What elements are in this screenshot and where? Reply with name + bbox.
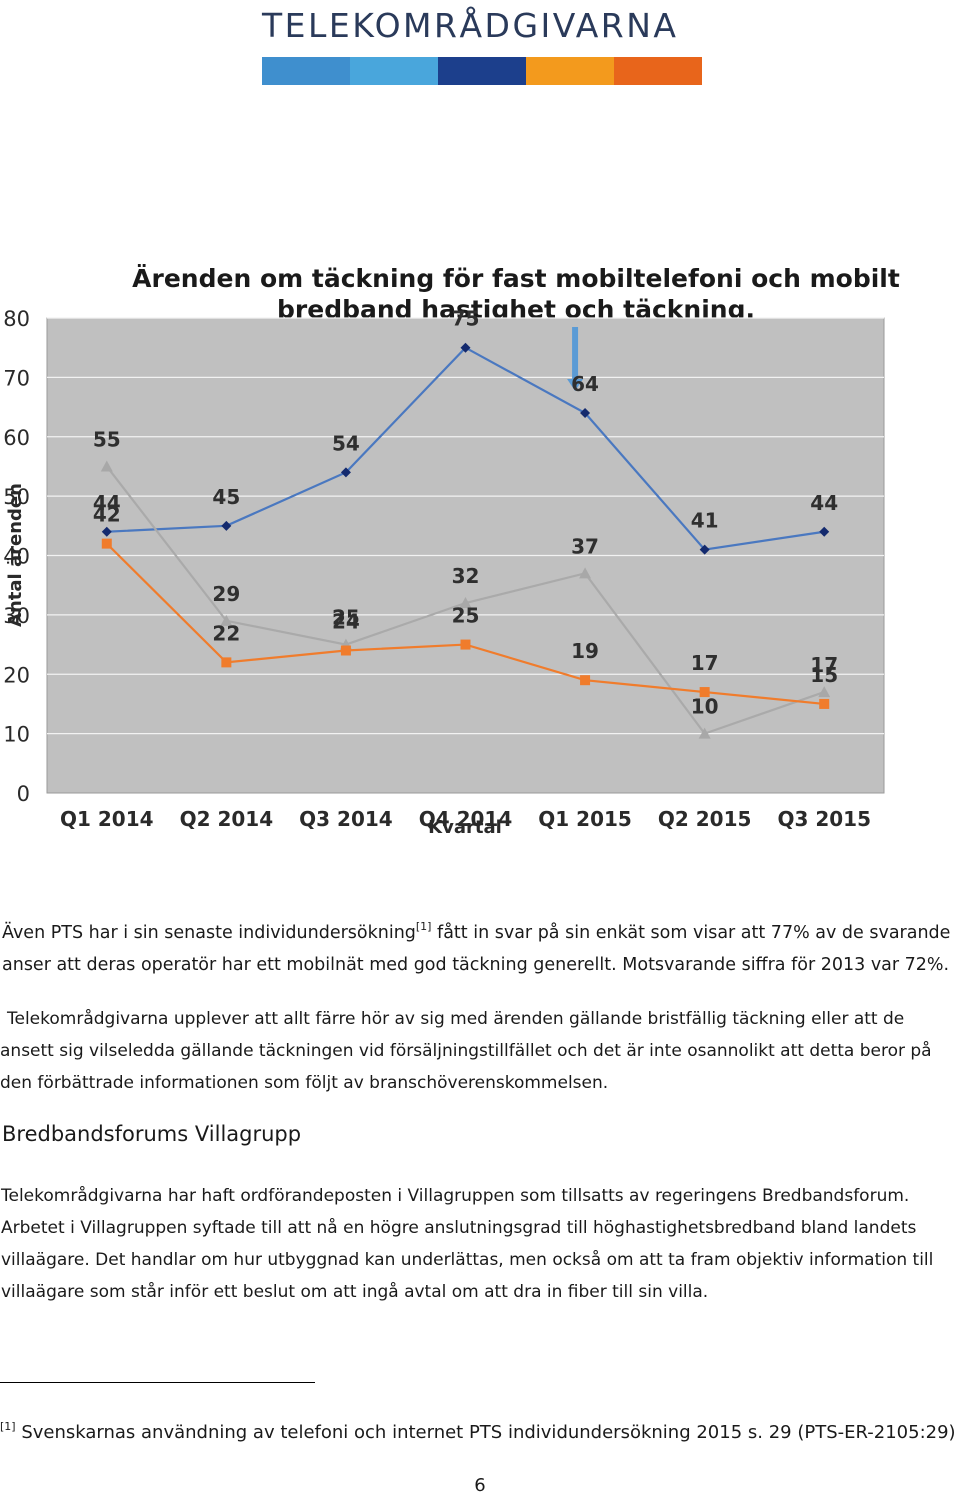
y-axis-title: Antal ärenden xyxy=(5,483,26,627)
data-point xyxy=(221,520,232,531)
stripe-segment xyxy=(526,57,614,85)
data-label: 44 xyxy=(810,491,838,515)
footnote-marker: [1] xyxy=(0,1420,16,1433)
y-tick-label: 0 xyxy=(17,782,30,806)
stripe-segment xyxy=(614,57,702,85)
data-label: 10 xyxy=(691,695,719,719)
brand-name: TELEKOMRÅDGIVARNA xyxy=(262,6,679,45)
y-tick-label: 50 xyxy=(3,485,30,509)
data-point xyxy=(460,639,471,650)
y-tick-label: 70 xyxy=(3,366,30,390)
data-point xyxy=(221,657,232,668)
data-point xyxy=(580,675,591,686)
data-label: 75 xyxy=(452,307,480,331)
data-point xyxy=(579,567,592,579)
stripe-segment xyxy=(438,57,526,85)
data-label: 17 xyxy=(691,651,719,675)
y-tick-label: 80 xyxy=(3,307,30,331)
x-axis-title: Kvartal xyxy=(428,817,502,838)
data-point xyxy=(100,460,113,472)
data-point xyxy=(459,597,472,608)
data-point xyxy=(101,538,112,549)
data-point xyxy=(460,342,471,353)
data-label: 64 xyxy=(571,372,599,396)
y-tick-label: 40 xyxy=(3,545,30,569)
brand-stripe xyxy=(262,57,702,85)
data-point xyxy=(220,614,233,626)
data-label: 42 xyxy=(93,503,121,527)
data-point xyxy=(101,526,112,537)
brand-logo: TELEKOMRÅDGIVARNA xyxy=(262,6,702,85)
data-point xyxy=(699,687,710,698)
x-tick-label: Q1 2014 xyxy=(60,807,154,831)
annotation-arrow-shaft xyxy=(572,327,579,379)
data-label: 37 xyxy=(571,534,599,558)
y-tick-label: 10 xyxy=(3,723,30,747)
paragraph-text: Även PTS har i sin senaste individunders… xyxy=(2,923,416,943)
data-label: 19 xyxy=(571,639,599,663)
data-label: 25 xyxy=(332,606,360,630)
paragraph-experience: Telekområdgivarna upplever att allt färr… xyxy=(0,1003,960,1099)
y-tick-label: 30 xyxy=(3,604,30,628)
data-label: 24 xyxy=(332,610,360,634)
annotation-arrow-head xyxy=(567,379,584,391)
paragraph-text: Telekområdgivarna upplever att allt färr… xyxy=(0,1009,932,1093)
x-tick-label: Q3 2014 xyxy=(299,807,393,831)
data-label: 25 xyxy=(452,604,480,628)
footnote-reference[interactable]: [1] xyxy=(415,920,432,933)
y-tick-label: 20 xyxy=(3,663,30,687)
line-chart: Ärenden om täckning för fast mobiltelefo… xyxy=(3,263,900,838)
data-point xyxy=(699,544,710,555)
data-label: 44 xyxy=(93,491,121,515)
data-label: 55 xyxy=(93,427,121,451)
data-point xyxy=(340,467,351,478)
data-label: 41 xyxy=(691,509,719,533)
x-tick-label: Q4 2014 xyxy=(419,807,513,831)
stripe-segment xyxy=(350,57,438,85)
data-label: 17 xyxy=(810,653,838,677)
x-tick-label: Q3 2015 xyxy=(777,807,871,831)
paragraph-villagrupp: Telekområdgivarna har haft ordförandepos… xyxy=(1,1186,934,1302)
data-point xyxy=(340,645,351,656)
data-point xyxy=(698,727,711,739)
x-tick-label: Q2 2015 xyxy=(658,807,752,831)
data-label: 29 xyxy=(212,582,240,606)
footnote-separator xyxy=(0,1382,315,1383)
data-point xyxy=(580,408,591,418)
data-label: 22 xyxy=(212,621,240,645)
section-heading: Bredbandsforums Villagrupp xyxy=(2,1122,302,1146)
data-label: 32 xyxy=(452,564,480,588)
chart-title: Ärenden om täckning för fast mobiltelefo… xyxy=(132,263,900,324)
x-tick-label: Q2 2014 xyxy=(180,807,274,831)
footnote: [1] Svenskarnas användning av telefoni o… xyxy=(0,1420,956,1443)
paragraph-pts: Även PTS har i sin senaste individunders… xyxy=(2,917,960,981)
footnote-text: Svenskarnas användning av telefoni och i… xyxy=(15,1422,956,1443)
page-number: 6 xyxy=(474,1475,486,1496)
data-point xyxy=(819,526,830,537)
data-point xyxy=(819,698,830,709)
data-label: 54 xyxy=(332,431,360,455)
data-label: 15 xyxy=(810,663,838,687)
y-tick-label: 60 xyxy=(3,426,30,450)
stripe-segment xyxy=(262,57,350,85)
paragraph-text: fått in svar på sin enkät som visar att … xyxy=(2,923,951,975)
x-tick-label: Q1 2015 xyxy=(538,807,632,831)
data-label: 45 xyxy=(212,485,240,509)
data-point xyxy=(818,686,831,698)
